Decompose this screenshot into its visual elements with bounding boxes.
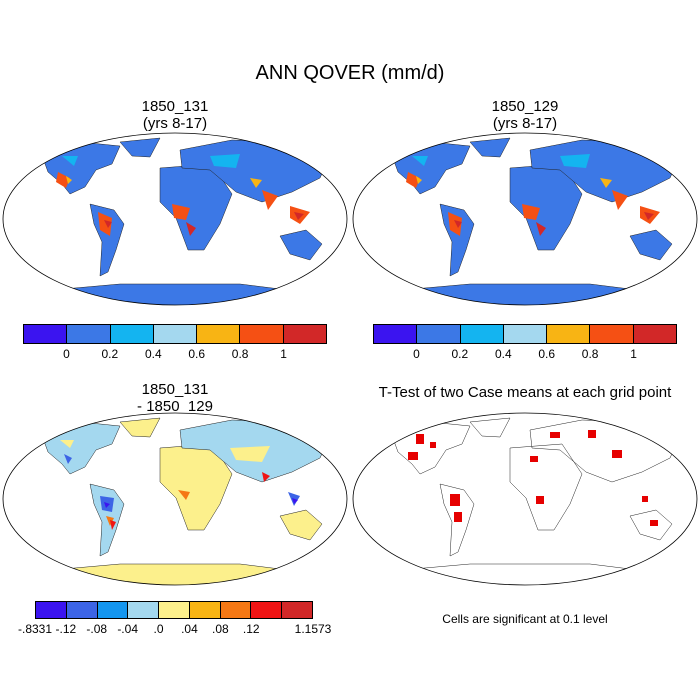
colorbar-1850-129-tick-label: 0.2 (451, 347, 469, 361)
colorbar-1850-129-swatch (590, 325, 634, 343)
panel3-title-line1: 1850_131 (141, 381, 209, 398)
colorbar-difference-tick-label: -.12 (55, 622, 77, 636)
colorbar-difference-tick-label: -.08 (86, 622, 108, 636)
colorbar-difference-tick-label: .12 (242, 622, 260, 636)
map-1850-131 (2, 132, 348, 306)
panel4-title: T-Test of two Case means at each grid po… (350, 384, 700, 401)
colorbar-1850-131-swatch (197, 325, 241, 343)
colorbar-1850-129-tick-label: 0.6 (538, 347, 556, 361)
colorbar-difference-tick-label: .0 (153, 622, 164, 636)
map-1850-129 (352, 132, 698, 306)
colorbar-1850-131-tick-label: 0.2 (101, 347, 119, 361)
colorbar-1850-131-tick-label: 0 (63, 347, 70, 361)
panel1-title: 1850_131 (yrs 8-17) (75, 98, 275, 132)
colorbar-difference-swatch (66, 602, 98, 618)
colorbar-difference (35, 601, 313, 619)
panel3-title-line2: - 1850_129 (137, 398, 213, 415)
colorbar-difference-swatch (159, 602, 190, 618)
panel2-title-line1: 1850_129 (491, 98, 559, 115)
colorbar-1850-129-swatch (633, 325, 676, 343)
colorbar-difference-tick-label: -.8331 (17, 622, 53, 636)
colorbar-1850-129-tick-label: 0.8 (581, 347, 599, 361)
colorbar-difference-swatch (251, 602, 283, 618)
colorbar-difference-tick-label: .04 (181, 622, 198, 636)
colorbar-difference-swatch (97, 602, 129, 618)
map-difference (2, 412, 348, 586)
panel2-title: 1850_129 (yrs 8-17) (425, 98, 625, 132)
colorbar-1850-129 (373, 324, 677, 344)
ttest-note: Cells are significant at 0.1 level (442, 612, 608, 626)
panel1-title-line2: (yrs 8-17) (142, 115, 208, 132)
colorbar-1850-131-tick-label: 0.4 (144, 347, 162, 361)
colorbar-1850-129-tick-label: 1 (630, 347, 637, 361)
colorbar-1850-131-swatch (67, 325, 111, 343)
colorbar-1850-129-tick-label: 0 (413, 347, 420, 361)
colorbar-difference-tick-label: .08 (211, 622, 229, 636)
colorbar-1850-131-swatch (240, 325, 284, 343)
map-ttest (352, 412, 698, 586)
colorbar-1850-129-swatch (417, 325, 461, 343)
colorbar-1850-131-swatch (110, 325, 154, 343)
colorbar-1850-129-tick-label: 0.4 (494, 347, 512, 361)
colorbar-difference-swatch (220, 602, 252, 618)
colorbar-difference-swatch (189, 602, 221, 618)
colorbar-1850-129-swatch (503, 325, 548, 343)
colorbar-1850-131-swatch (153, 325, 198, 343)
panel2-title-line2: (yrs 8-17) (492, 115, 558, 132)
colorbar-1850-131-tick-label: 0.8 (231, 347, 249, 361)
colorbar-difference-swatch (36, 602, 67, 618)
colorbar-1850-129-swatch (547, 325, 591, 343)
colorbar-1850-131-swatch (283, 325, 326, 343)
colorbar-1850-129-swatch (374, 325, 418, 343)
panel4-title-line1: T-Test of two Case means at each grid po… (378, 384, 672, 401)
panel1-title-line1: 1850_131 (141, 98, 209, 115)
colorbar-difference-tick-label: 1.1573 (294, 622, 332, 636)
colorbar-1850-129-swatch (460, 325, 504, 343)
colorbar-1850-131-swatch (24, 325, 68, 343)
colorbar-difference-swatch (128, 602, 160, 618)
panel3-title: 1850_131 - 1850_129 (75, 381, 275, 415)
main-title: ANN QOVER (mm/d) (255, 62, 445, 84)
colorbar-1850-131 (23, 324, 327, 344)
colorbar-1850-131-tick-label: 0.6 (188, 347, 206, 361)
colorbar-difference-swatch (282, 602, 313, 618)
colorbar-difference-tick-label: -.04 (117, 622, 138, 636)
colorbar-1850-131-tick-label: 1 (280, 347, 287, 361)
